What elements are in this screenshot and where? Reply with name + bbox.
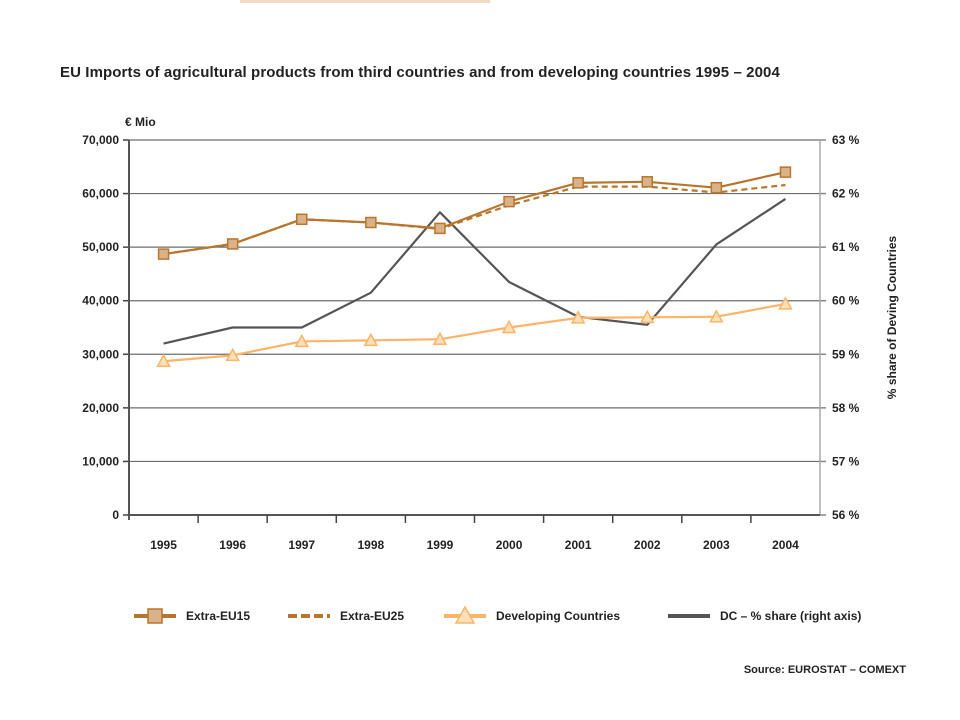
data-point-developing-countries [639, 309, 655, 324]
x-tick-label: 1995 [150, 538, 177, 552]
y-left-tick-label: 30,000 [82, 347, 119, 361]
x-tick-label: 2001 [565, 538, 592, 552]
y-left-tick-label: 70,000 [82, 133, 119, 147]
data-point-developing-countries [363, 332, 379, 347]
y-left-tick-label: 20,000 [82, 401, 119, 415]
legend-label-extra-eu15: Extra-EU15 [186, 609, 250, 623]
x-tick-label: 2000 [496, 538, 523, 552]
y-right-tick-label: 59 % [832, 347, 860, 361]
y-left-tick-label: 40,000 [82, 294, 119, 308]
y-right-tick-label: 58 % [832, 401, 860, 415]
source-note: Source: EUROSTAT – COMEXT [743, 664, 906, 676]
x-tick-label: 2003 [703, 538, 730, 552]
series-line-extra-eu25 [163, 183, 786, 256]
x-tick-label: 1999 [427, 538, 454, 552]
data-point-developing-countries [501, 319, 517, 334]
y-left-unit-label: € Mio [125, 115, 156, 129]
y-right-axis-title: % share of Deving Countries [885, 235, 899, 399]
y-right-tick-label: 62 % [832, 187, 860, 201]
data-point-developing-countries [294, 333, 310, 348]
data-point-developing-countries [156, 353, 171, 367]
series-line-developing-countries [163, 302, 786, 363]
x-tick-label: 1998 [357, 538, 384, 552]
data-point-extra-eu15 [157, 248, 170, 260]
legend-marker-developing-countries [454, 605, 476, 624]
data-point-developing-countries [432, 331, 448, 346]
legend-label-extra-eu25: Extra-EU25 [340, 609, 404, 623]
top-accent-rule [240, 0, 490, 3]
x-tick-label: 1997 [288, 538, 315, 552]
legend-label-developing-countries: Developing Countries [496, 609, 620, 623]
data-point-extra-eu15 [710, 181, 723, 194]
x-tick-label: 1996 [219, 538, 246, 552]
y-left-tick-label: 50,000 [82, 240, 119, 254]
chart-title: EU Imports of agricultural products from… [60, 64, 780, 81]
y-right-tick-label: 57 % [832, 454, 860, 468]
x-tick-label: 2004 [772, 538, 799, 552]
data-point-developing-countries [570, 310, 586, 324]
data-point-extra-eu15 [572, 177, 584, 189]
data-point-extra-eu15 [503, 195, 515, 208]
y-left-tick-label: 60,000 [82, 187, 119, 201]
y-left-tick-label: 0 [112, 508, 119, 522]
y-left-tick-label: 10,000 [82, 454, 119, 468]
legend-marker-extra-eu15 [147, 608, 163, 624]
legend-label-dc-share-right-axis: DC – % share (right axis) [720, 609, 861, 623]
y-right-tick-label: 63 % [832, 133, 860, 147]
data-point-extra-eu15 [434, 222, 446, 235]
y-right-tick-label: 60 % [832, 294, 860, 308]
y-right-tick-label: 61 % [832, 240, 860, 254]
data-point-extra-eu15 [641, 176, 653, 188]
data-point-developing-countries [709, 309, 724, 323]
data-point-extra-eu15 [365, 216, 377, 229]
data-point-extra-eu15 [296, 213, 308, 226]
data-point-developing-countries [225, 347, 240, 362]
series-line-extra-eu15 [163, 171, 786, 256]
data-point-extra-eu15 [226, 238, 239, 250]
data-point-extra-eu15 [779, 166, 792, 178]
y-right-tick-label: 56 % [832, 508, 860, 522]
series-line-dc-share-right-axis [163, 198, 787, 345]
data-point-developing-countries [778, 296, 793, 310]
x-tick-label: 2002 [634, 538, 661, 552]
